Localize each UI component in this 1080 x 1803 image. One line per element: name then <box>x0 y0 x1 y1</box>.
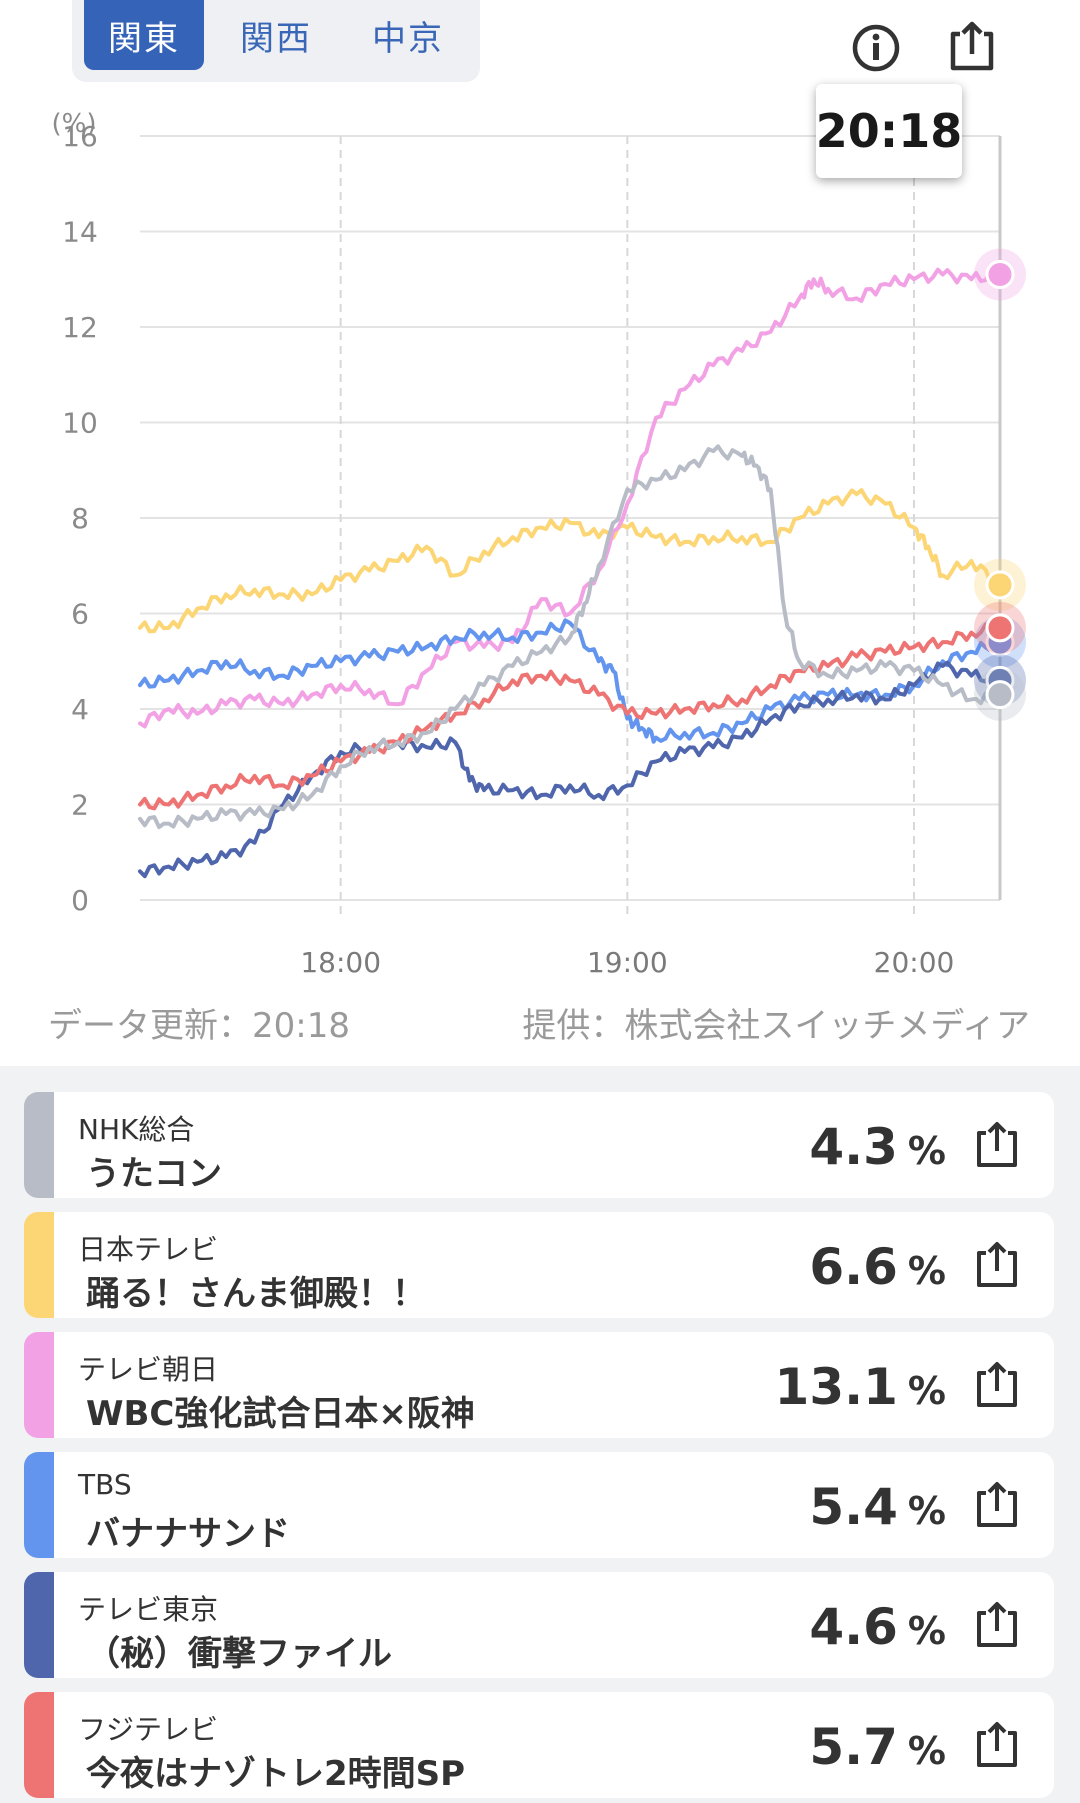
series-end-marker <box>985 613 1015 643</box>
rating-value: 6.6 <box>809 1238 898 1296</box>
y-axis-unit: (%) <box>52 109 97 139</box>
tab-kanto[interactable]: 関東 <box>84 0 204 70</box>
channel-card-asahi[interactable]: テレビ朝日 WBC強化試合日本×阪神 13.1 % <box>24 1332 1054 1438</box>
rating-unit: % <box>907 1369 946 1413</box>
y-tick-label: 12 <box>62 311 98 344</box>
channel-name: 日本テレビ <box>78 1233 219 1266</box>
channel-name: TBS <box>78 1468 132 1501</box>
rating-value: 4.3 <box>809 1118 898 1176</box>
channel-name: テレビ東京 <box>78 1593 219 1626</box>
program-title: （秘）衝撃ファイル <box>86 1634 392 1674</box>
rating: 4.3 % <box>809 1118 946 1178</box>
channel-card-fuji[interactable]: フジテレビ 今夜はナゾトレ2時間SP 5.7 % <box>24 1692 1054 1798</box>
share-icon[interactable] <box>972 1720 1022 1770</box>
y-tick-label: 14 <box>62 216 98 249</box>
share-icon[interactable] <box>944 20 1000 76</box>
series-line-1 <box>138 267 1002 729</box>
rating: 4.6 % <box>809 1598 946 1658</box>
channel-card-tx[interactable]: テレビ東京 （秘）衝撃ファイル 4.6 % <box>24 1572 1054 1678</box>
series-line-3 <box>138 660 1002 879</box>
data-updated-text: データ更新：20:18 <box>48 1006 350 1046</box>
channel-color-bar <box>24 1332 54 1438</box>
rating: 5.7 % <box>809 1718 946 1778</box>
program-title: WBC強化試合日本×阪神 <box>86 1394 475 1434</box>
program-title: うたコン <box>86 1154 222 1194</box>
y-tick-label: 16 <box>62 120 98 153</box>
program-title: バナナサンド <box>86 1514 290 1554</box>
rating-value: 5.7 <box>809 1718 898 1776</box>
channel-card-tbs[interactable]: TBS バナナサンド 5.4 % <box>24 1452 1054 1558</box>
rating-value: 4.6 <box>809 1598 898 1656</box>
series-line-4 <box>138 622 1002 811</box>
channel-name: テレビ朝日 <box>78 1353 219 1386</box>
share-icon[interactable] <box>972 1600 1022 1650</box>
channel-color-bar <box>24 1212 54 1318</box>
rating-value: 13.1 <box>774 1358 898 1416</box>
rating: 13.1 % <box>775 1358 946 1418</box>
channel-color-bar <box>24 1572 54 1678</box>
rating-unit: % <box>907 1489 946 1533</box>
y-tick-label: 6 <box>71 598 89 631</box>
tab-chukyo[interactable]: 中京 <box>372 18 444 59</box>
channel-color-bar <box>24 1692 54 1798</box>
channel-name: フジテレビ <box>78 1713 219 1746</box>
rating-value: 5.4 <box>809 1478 898 1536</box>
series-line-0 <box>138 488 1002 634</box>
series-end-marker <box>985 259 1015 289</box>
y-tick-label: 2 <box>71 789 89 822</box>
time-tooltip: 20:18 <box>816 84 962 178</box>
y-tick-label: 10 <box>62 407 98 440</box>
tab-kansai[interactable]: 関西 <box>240 18 312 59</box>
series-line-5 <box>138 444 1002 830</box>
share-icon[interactable] <box>972 1240 1022 1290</box>
y-tick-label: 0 <box>71 884 89 917</box>
series-line-2 <box>138 618 1002 744</box>
rating-unit: % <box>907 1249 946 1293</box>
x-tick-label: 18:00 <box>300 946 381 979</box>
share-icon[interactable] <box>972 1360 1022 1410</box>
region-tab-bar: 関東 関西 中京 <box>72 0 480 82</box>
rating: 5.4 % <box>809 1478 946 1538</box>
channel-card-nhk[interactable]: NHK総合 うたコン 4.3 % <box>24 1092 1054 1198</box>
channel-card-ntv[interactable]: 日本テレビ 踊る！さんま御殿！！ 6.6 % <box>24 1212 1054 1318</box>
program-title: 今夜はナゾトレ2時間SP <box>86 1754 466 1794</box>
x-tick-label: 19:00 <box>587 946 668 979</box>
rating-unit: % <box>907 1609 946 1653</box>
y-tick-label: 8 <box>71 502 89 535</box>
provider-text: 提供：株式会社スイッチメディア <box>522 1006 1030 1046</box>
rating-unit: % <box>907 1129 946 1173</box>
series-end-marker <box>985 680 1015 710</box>
share-icon[interactable] <box>972 1120 1022 1170</box>
x-tick-label: 20:00 <box>874 946 955 979</box>
info-icon[interactable] <box>848 20 904 76</box>
rating-unit: % <box>907 1729 946 1773</box>
channel-color-bar <box>24 1452 54 1558</box>
y-tick-label: 4 <box>71 693 89 726</box>
program-title: 踊る！さんま御殿！！ <box>86 1274 426 1314</box>
series-end-marker <box>985 570 1015 600</box>
channel-name: NHK総合 <box>78 1113 195 1146</box>
rating-line-chart[interactable]: 0 2 4 6 8 10 12 14 16(%) 18:00 19:00 20:00 <box>0 100 1080 980</box>
channel-color-bar <box>24 1092 54 1198</box>
rating: 6.6 % <box>809 1238 946 1298</box>
share-icon[interactable] <box>972 1480 1022 1530</box>
